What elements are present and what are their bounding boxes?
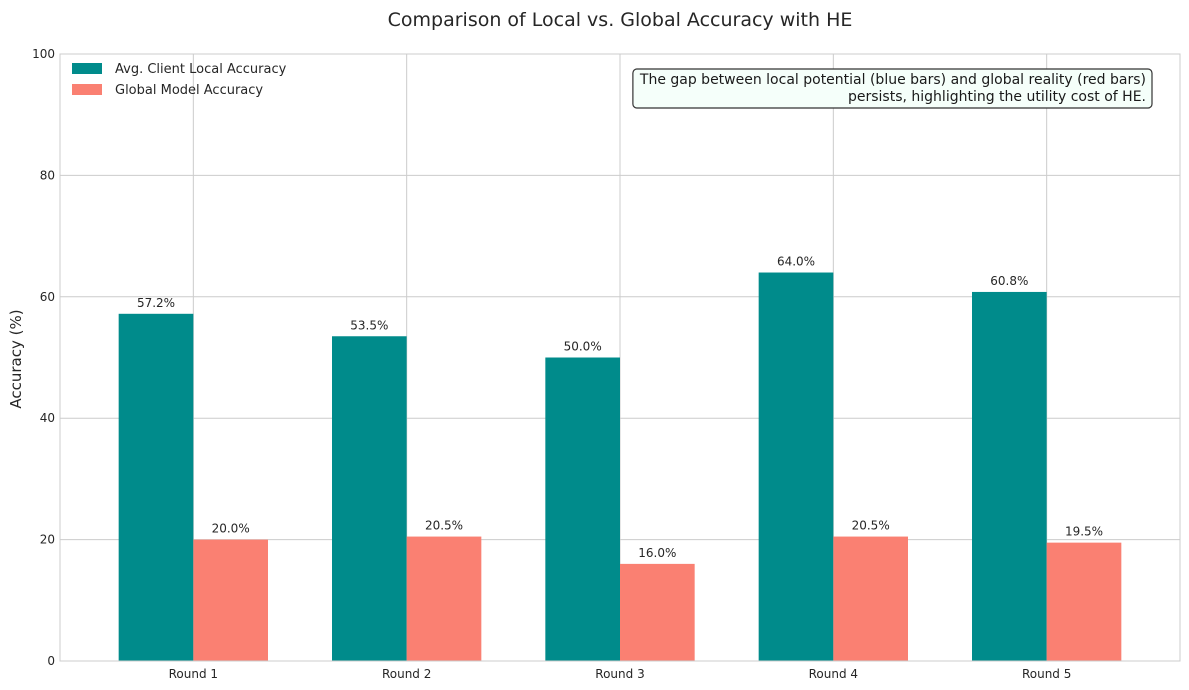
local-accuracy-data-label: 60.8%	[990, 274, 1028, 288]
annotation-text: persists, highlighting the utility cost …	[848, 89, 1146, 105]
annotation-box: The gap between local potential (blue ba…	[632, 68, 1153, 109]
local-accuracy-data-label: 64.0%	[777, 255, 815, 269]
local-accuracy-data-label: 57.2%	[137, 296, 175, 310]
global-accuracy-bar	[193, 539, 268, 661]
y-axis-label: Accuracy (%)	[7, 309, 25, 408]
legend-label-local: Avg. Client Local Accuracy	[115, 62, 287, 77]
global-accuracy-bar	[406, 536, 482, 661]
y-tick-label: 40	[40, 411, 55, 425]
local-accuracy-bar	[758, 272, 834, 661]
x-tick-label: Round 2	[382, 667, 431, 681]
x-tick-label: Round 4	[809, 667, 858, 681]
y-tick-label: 60	[40, 290, 55, 304]
y-tick-label: 20	[40, 533, 55, 547]
global-accuracy-bar	[1046, 542, 1122, 661]
local-accuracy-bar	[545, 357, 620, 661]
local-accuracy-data-label: 53.5%	[350, 318, 388, 332]
local-accuracy-bar	[118, 313, 194, 661]
plot-frame	[59, 53, 1181, 662]
y-tick-label: 80	[40, 168, 55, 182]
chart-title: Comparison of Local vs. Global Accuracy …	[388, 9, 853, 31]
x-tick-label: Round 5	[1022, 667, 1071, 681]
annotation-text: The gap between local potential (blue ba…	[639, 72, 1146, 88]
global-accuracy-data-label: 19.5%	[1065, 525, 1103, 539]
local-accuracy-bar	[972, 291, 1047, 661]
global-accuracy-data-label: 20.5%	[425, 519, 463, 533]
legend-swatch-local	[72, 63, 102, 74]
local-accuracy-bar	[332, 336, 407, 661]
global-accuracy-data-label: 20.0%	[212, 522, 250, 536]
x-tick-label: Round 1	[169, 667, 218, 681]
x-tick-label: Round 3	[595, 667, 644, 681]
y-tick-label: 100	[32, 47, 55, 61]
global-accuracy-data-label: 16.0%	[638, 546, 676, 560]
legend-label-global: Global Model Accuracy	[115, 83, 263, 98]
global-accuracy-bar	[620, 563, 695, 661]
legend-swatch-global	[72, 84, 102, 95]
plot-area: 57.2% 53.5% 50.0% 64.0% 60.8% 20.0% 20.5% 16.0%…	[32, 47, 1181, 681]
y-tick-label: 0	[47, 654, 55, 668]
legend: Avg. Client Local Accuracy Global Model A…	[72, 62, 287, 98]
global-accuracy-bar	[833, 536, 908, 661]
global-accuracy-data-label: 20.5%	[852, 519, 890, 533]
annotation-frame	[632, 68, 1153, 109]
local-accuracy-data-label: 50.0%	[564, 340, 602, 354]
